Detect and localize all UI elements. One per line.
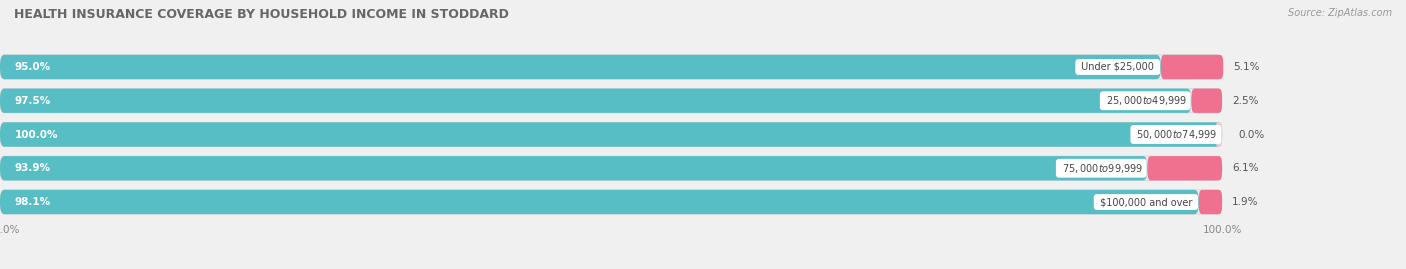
- Text: 0.0%: 0.0%: [1237, 129, 1264, 140]
- FancyBboxPatch shape: [0, 122, 1222, 147]
- Text: Under $25,000: Under $25,000: [1078, 62, 1157, 72]
- FancyBboxPatch shape: [0, 89, 1222, 113]
- FancyBboxPatch shape: [1161, 55, 1223, 79]
- FancyBboxPatch shape: [0, 122, 1222, 147]
- FancyBboxPatch shape: [1147, 156, 1222, 180]
- Text: 100.0%: 100.0%: [14, 129, 58, 140]
- Text: Source: ZipAtlas.com: Source: ZipAtlas.com: [1288, 8, 1392, 18]
- Text: 5.1%: 5.1%: [1233, 62, 1260, 72]
- Text: $75,000 to $99,999: $75,000 to $99,999: [1059, 162, 1144, 175]
- Text: 2.5%: 2.5%: [1232, 96, 1258, 106]
- Text: 1.9%: 1.9%: [1232, 197, 1258, 207]
- Text: $100,000 and over: $100,000 and over: [1097, 197, 1195, 207]
- Text: $25,000 to $49,999: $25,000 to $49,999: [1102, 94, 1188, 107]
- FancyBboxPatch shape: [1199, 190, 1222, 214]
- Text: 95.0%: 95.0%: [14, 62, 51, 72]
- FancyBboxPatch shape: [0, 156, 1147, 180]
- FancyBboxPatch shape: [0, 156, 1222, 180]
- Text: 97.5%: 97.5%: [14, 96, 51, 106]
- Text: HEALTH INSURANCE COVERAGE BY HOUSEHOLD INCOME IN STODDARD: HEALTH INSURANCE COVERAGE BY HOUSEHOLD I…: [14, 8, 509, 21]
- Text: 98.1%: 98.1%: [14, 197, 51, 207]
- FancyBboxPatch shape: [0, 190, 1199, 214]
- FancyBboxPatch shape: [0, 190, 1222, 214]
- Text: 93.9%: 93.9%: [14, 163, 51, 173]
- FancyBboxPatch shape: [0, 89, 1191, 113]
- FancyBboxPatch shape: [1216, 122, 1222, 147]
- Text: $50,000 to $74,999: $50,000 to $74,999: [1133, 128, 1219, 141]
- FancyBboxPatch shape: [0, 55, 1222, 79]
- Text: 6.1%: 6.1%: [1232, 163, 1258, 173]
- FancyBboxPatch shape: [1191, 89, 1222, 113]
- FancyBboxPatch shape: [0, 55, 1161, 79]
